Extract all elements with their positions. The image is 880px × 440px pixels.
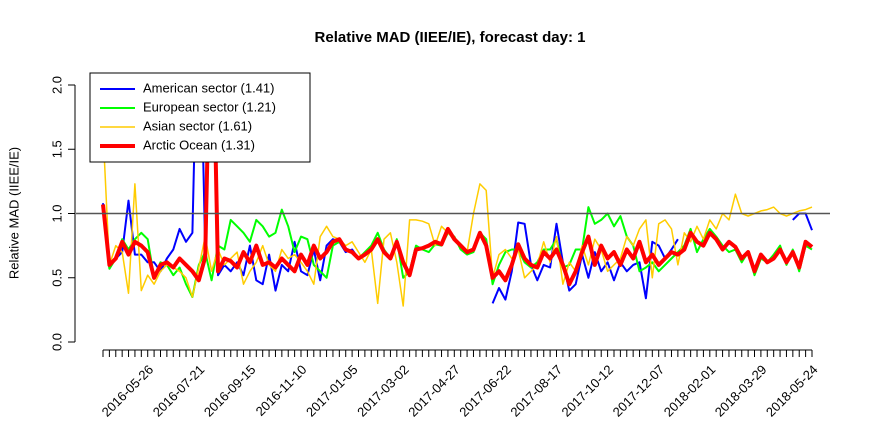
x-tick-label: 2017-04-27 <box>405 362 463 420</box>
series-line <box>101 73 814 287</box>
y-tick-label: 0.5 <box>49 269 64 287</box>
y-axis-label: Relative MAD (IIEE/IE) <box>6 147 21 279</box>
y-tick-label: 1.5 <box>49 140 64 158</box>
legend-label: European sector (1.21) <box>143 99 276 114</box>
legend-label: Arctic Ocean (1.31) <box>143 137 255 152</box>
x-tick-label: 2018-05-24 <box>763 362 821 420</box>
legend-label: Asian sector (1.61) <box>143 118 252 133</box>
x-tick-label: 2018-03-29 <box>712 362 770 420</box>
y-tick-label: 2.0 <box>49 76 64 94</box>
x-tick-label: 2016-05-26 <box>99 362 157 420</box>
y-tick-label: 1.0 <box>49 204 64 222</box>
series-line <box>102 206 813 298</box>
x-tick-label: 2017-06-22 <box>456 362 514 420</box>
x-tick-label: 2017-12-07 <box>610 362 668 420</box>
x-tick-label: 2017-08-17 <box>507 362 565 420</box>
x-tick-label: 2017-10-12 <box>559 362 617 420</box>
x-tick-label: 2016-09-15 <box>201 362 259 420</box>
x-tick-label: 2016-11-10 <box>253 362 310 419</box>
x-tick-label: 2017-03-02 <box>354 362 412 420</box>
x-tick-label: 2017-01-05 <box>303 362 361 420</box>
chart-title: Relative MAD (IIEE/IE), forecast day: 1 <box>315 29 586 46</box>
x-tick-label: 2016-07-21 <box>150 362 208 420</box>
legend-label: American sector (1.41) <box>143 80 275 95</box>
y-tick-label: 0.0 <box>49 333 64 351</box>
x-tick-label: 2018-02-01 <box>661 362 719 420</box>
